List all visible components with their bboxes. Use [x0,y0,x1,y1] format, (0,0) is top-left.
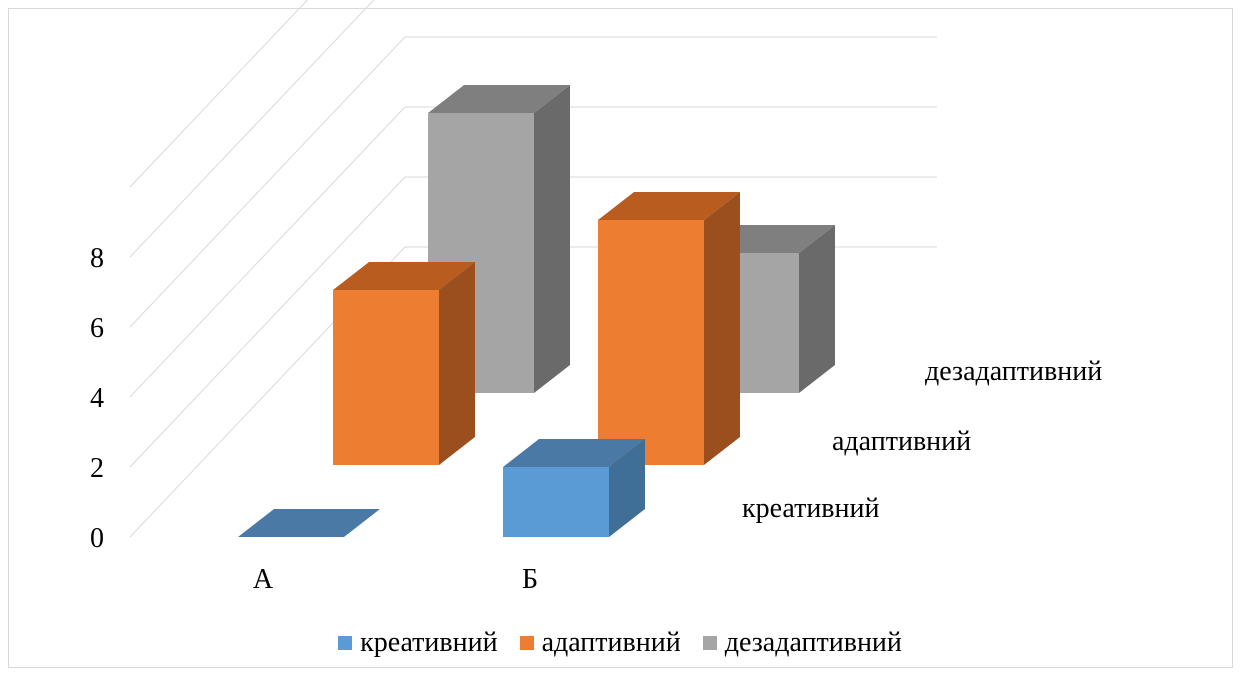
legend-item: дезадаптивний [702,627,902,659]
bar-top [238,509,380,537]
category-label: Б [522,564,538,595]
legend-swatch [338,636,353,650]
legend-swatch [702,636,717,650]
legend-swatch [519,636,534,650]
series-axis-label: креативний [742,493,879,524]
series-axis-label: адаптивний [832,426,971,457]
bar-side [439,262,475,465]
bar [503,467,609,537]
gridline-depth [129,106,406,398]
legend-item: адаптивний [519,627,681,659]
gridline-depth [129,36,406,328]
bar-side [534,85,570,393]
legend-label: дезадаптивний [724,627,902,658]
legend-item: креативний [338,627,498,659]
bar-top [333,262,475,290]
bar [333,290,439,465]
bar-top [503,439,645,467]
y-tick-label: 4 [90,383,104,414]
y-tick-label: 8 [90,243,104,274]
bar-side [609,439,645,537]
category-label: А [253,564,274,595]
y-tick-label: 2 [90,453,104,484]
y-tick-label: 0 [90,523,104,554]
bar-top [598,192,740,220]
legend-label: адаптивний [541,627,681,658]
gridline-depth [129,0,309,188]
series-axis-label: дезадаптивний [925,356,1102,387]
legend: креативний адаптивний дезадаптивний [0,623,1240,663]
gridline-depth [129,0,375,258]
bar-side [799,225,835,393]
bar [598,220,704,465]
gridline-depth [129,176,406,468]
y-tick-label: 6 [90,313,104,344]
bar-top [428,85,570,113]
legend-label: креативний [360,627,498,658]
bar-side [704,192,740,465]
